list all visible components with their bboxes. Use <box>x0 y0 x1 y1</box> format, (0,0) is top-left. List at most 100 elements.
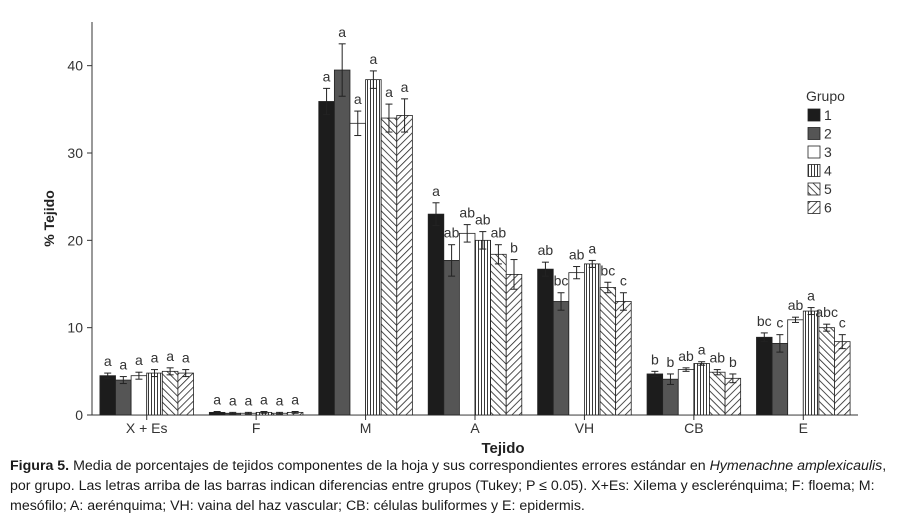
significance-letter: a <box>369 51 377 67</box>
bar-group1-7 <box>756 336 773 416</box>
significance-letter: a <box>432 183 440 199</box>
bar-group1-3 <box>318 101 335 416</box>
significance-letter: a <box>276 392 284 408</box>
significance-letter: b <box>667 354 675 370</box>
bar-group5-1 <box>161 370 179 416</box>
x-tick-label: CB <box>684 420 703 436</box>
significance-letter: bc <box>600 262 615 278</box>
bar-group5-6 <box>709 371 726 416</box>
significance-letter: a <box>698 342 706 358</box>
bar-group2-3 <box>333 69 351 416</box>
y-axis-label: % Tejido <box>41 190 57 247</box>
legend-label-6: 6 <box>824 200 832 216</box>
legend-swatch-1 <box>807 108 821 122</box>
legend-swatch-3 <box>807 145 821 159</box>
legend-swatch-5 <box>807 182 821 196</box>
significance-letter: a <box>338 24 346 40</box>
x-axis-label: Tejido <box>481 440 524 457</box>
significance-letter: ab <box>709 350 725 366</box>
bar-group6-3 <box>396 115 413 416</box>
x-tick-label: M <box>360 420 372 436</box>
caption-text-1: Media de porcentajes de tejidos componen… <box>73 458 706 474</box>
y-tick-label: 40 <box>67 58 83 74</box>
significance-letter: ab <box>475 212 491 228</box>
bar-group3-5 <box>568 272 585 416</box>
significance-letter: a <box>807 288 815 304</box>
bar-group5-5 <box>599 287 617 416</box>
bar-group6-7 <box>834 341 851 416</box>
bar-group1-5 <box>537 268 554 416</box>
bar-group5-7 <box>818 327 835 416</box>
significance-letter: a <box>182 350 190 366</box>
bar-group3-7 <box>787 319 804 416</box>
bar-group5-3 <box>380 117 398 416</box>
bar-group4-5 <box>584 263 601 416</box>
significance-letter: a <box>291 392 299 408</box>
bar-group6-4 <box>505 273 523 416</box>
significance-letter: bc <box>554 273 569 289</box>
legend-title: Grupo <box>806 88 845 104</box>
bar-group5-4 <box>490 253 507 416</box>
x-tick-label: X + Es <box>126 420 168 436</box>
bar-group2-5 <box>552 301 570 416</box>
bar-group3-1 <box>130 375 148 416</box>
bar-group2-4 <box>443 260 460 416</box>
y-tick-label: 30 <box>67 145 83 161</box>
significance-letter: ab <box>678 348 694 364</box>
legend-label-3: 3 <box>824 144 832 160</box>
legend-label-4: 4 <box>824 163 832 179</box>
legend-swatch-2 <box>807 127 821 140</box>
y-tick-label: 10 <box>67 320 83 336</box>
legend-label-1: 1 <box>824 107 832 123</box>
significance-letter: a <box>229 392 237 408</box>
significance-letter: a <box>151 350 159 366</box>
x-tick-label: E <box>799 420 808 436</box>
bar-group4-1 <box>146 372 163 416</box>
figure-label: Figura 5. <box>10 458 70 474</box>
significance-letter: a <box>119 357 127 373</box>
significance-letter: a <box>588 240 596 256</box>
bar-group6-1 <box>177 372 194 416</box>
bar-group6-6 <box>724 377 742 416</box>
significance-letter: a <box>213 392 221 408</box>
legend-label-5: 5 <box>824 181 832 197</box>
bar-group6-5 <box>615 301 632 416</box>
significance-letter: abc <box>815 304 838 320</box>
significance-letter: a <box>354 91 362 107</box>
legend-swatch-6 <box>807 201 821 214</box>
caption-text-2: , por grupo. Las letras arriba de las ba… <box>10 458 887 514</box>
bar-group3-6 <box>677 369 695 416</box>
bar-group4-6 <box>693 363 710 416</box>
legend: Grupo 1 2 3 4 5 6 <box>806 88 845 216</box>
bar-group1-6 <box>646 373 664 416</box>
significance-letter: a <box>385 84 393 100</box>
significance-letter: a <box>260 392 268 408</box>
axes: 0 10 20 30 40 % Tejido Tejido X + Es F M A VH CB E <box>41 22 858 457</box>
bar-group2-7 <box>771 342 789 416</box>
significance-letter: c <box>839 315 846 331</box>
significance-letter: b <box>510 240 518 256</box>
legend-label-2: 2 <box>824 126 832 142</box>
bar-group4-4 <box>474 239 492 416</box>
significance-letter: ab <box>569 247 585 263</box>
significance-letter: a <box>104 353 112 369</box>
bar-group1-1 <box>99 375 116 416</box>
significance-letter: a <box>135 352 143 368</box>
bar-group4-3 <box>365 79 382 416</box>
bar-group3-4 <box>458 232 476 416</box>
significance-letter: ab <box>788 297 804 313</box>
significance-letter: a <box>244 392 252 408</box>
significance-letter: ab <box>459 205 475 221</box>
x-tick-label: A <box>470 420 480 436</box>
x-tick-label: VH <box>575 420 594 436</box>
bar-group1-4 <box>427 213 445 416</box>
bars <box>99 43 851 416</box>
x-tick-label: F <box>252 420 261 436</box>
significance-letter: ab <box>538 242 554 258</box>
bar-group3-3 <box>349 122 366 416</box>
significance-letter: ab <box>444 225 460 241</box>
significance-letter: b <box>729 354 737 370</box>
significance-letter: a <box>323 68 331 84</box>
figure-caption: Figura 5. Media de porcentajes de tejido… <box>10 456 894 516</box>
